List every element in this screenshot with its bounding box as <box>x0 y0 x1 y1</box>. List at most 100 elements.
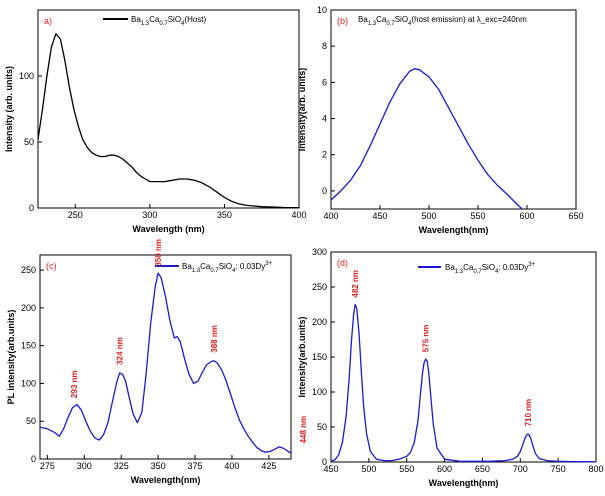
y-tick-label: 250 <box>21 265 36 275</box>
x-tick-label: 550 <box>470 211 485 221</box>
legend-subscript: 1.3 <box>141 21 150 27</box>
x-tick-label: 600 <box>519 211 534 221</box>
legend-text: Ba1.3Ca0.7SiO4(host emission) at λ_exc=2… <box>358 15 527 27</box>
legend-subscript: 0.7 <box>210 268 219 274</box>
legend-subscript: 1.3 <box>455 269 464 275</box>
x-tick-label: 800 <box>588 464 603 474</box>
x-tick-label: 750 <box>551 464 566 474</box>
y-tick-label: 250 <box>312 282 327 292</box>
x-tick-label: 250 <box>68 210 83 220</box>
y-tick-label: 10 <box>317 5 327 15</box>
peak-label: 388 nm <box>210 325 219 353</box>
legend-text-part: SiO <box>395 15 408 24</box>
panel-label: a) <box>44 16 52 26</box>
x-axis-label: Wavelength(nm) <box>429 478 499 488</box>
y-tick-label: 0 <box>322 186 327 196</box>
y-tick-label: 200 <box>312 317 327 327</box>
legend-subscript: 4 <box>408 21 412 27</box>
legend-text-part: Ba <box>445 263 455 272</box>
legend-text-part: (Host) <box>184 15 206 24</box>
x-tick-label: 400 <box>323 211 338 221</box>
y-tick-label: 100 <box>21 378 36 388</box>
x-tick-label: 375 <box>188 461 203 471</box>
x-tick-label: 650 <box>475 464 490 474</box>
y-tick-label: 0 <box>322 457 327 467</box>
x-tick-label: 650 <box>568 211 583 221</box>
legend-text-part: : 0.03Dy <box>235 262 265 271</box>
chart-panel-1: 250 300 350 400 0 50 100 Wavelength (nm) Intensi… <box>4 9 307 234</box>
legend-subscript: 4 <box>495 269 499 275</box>
x-tick-label: 275 <box>40 461 55 471</box>
legend-text-part: : 0.03Dy <box>498 263 528 272</box>
legend-superscript: 3+ <box>265 261 272 267</box>
y-axis-label: PL intensity(arb.units) <box>6 310 16 405</box>
y-tick-label: 4 <box>322 114 327 124</box>
y-axis-label: Intensity(arb.units) <box>297 316 307 397</box>
legend-subscript: 0.7 <box>159 21 168 27</box>
peak-label: 448 nm <box>299 416 308 444</box>
legend-subscript: 0.7 <box>386 21 395 27</box>
x-tick-label: 350 <box>151 461 166 471</box>
y-tick-label: 200 <box>21 303 36 313</box>
legend-superscript: 3+ <box>528 262 535 268</box>
y-tick-label: 50 <box>317 422 327 432</box>
panel-label: (d) <box>337 258 348 268</box>
peak-label: 293 nm <box>70 370 79 398</box>
x-tick-label: 400 <box>224 461 239 471</box>
series-line <box>39 272 292 454</box>
series-line <box>330 68 523 210</box>
legend-text-part: SiO <box>219 262 232 271</box>
peak-label: 324 nm <box>116 337 125 365</box>
peak-label: 575 nm <box>422 325 431 353</box>
legend-text-part: Ca <box>200 262 211 271</box>
legend-text-part: Ca <box>149 15 160 24</box>
legend-text: Ba1.3Ca0.7SiO4: 0.03Dy3+ <box>445 262 536 275</box>
legend-text-part: Ba <box>182 262 192 271</box>
legend-text-part: (host emission) at λ_exc=240nm <box>411 15 527 24</box>
legend-subscript: 4 <box>232 268 236 274</box>
chart-panel-2: 400 450 500 550 600 650 0 2 4 6 8 10 Wavelength(nm) I… <box>297 5 584 235</box>
y-axis-label: Intensity(arb. units) <box>297 68 307 152</box>
x-tick-label: 450 <box>372 211 387 221</box>
y-tick-label: 150 <box>21 341 36 351</box>
x-tick-label: 700 <box>513 464 528 474</box>
plot-frame <box>330 9 577 210</box>
series-line <box>330 303 597 463</box>
legend-subscript: 4 <box>181 21 185 27</box>
y-tick-label: 100 <box>19 71 34 81</box>
legend-text: Ba1.3Ca0.7SiO4: 0.03Dy3+ <box>182 261 273 274</box>
y-tick-label: 6 <box>322 77 327 87</box>
x-tick-label: 500 <box>361 464 376 474</box>
y-tick-label: 0 <box>29 203 34 213</box>
x-axis-label: Wavelength(nm) <box>419 225 489 235</box>
x-tick-label: 300 <box>77 461 92 471</box>
y-tick-label: 8 <box>322 41 327 51</box>
x-axis-label: Wavelength (nm) <box>132 224 204 234</box>
x-tick-label: 400 <box>291 210 306 220</box>
x-tick-label: 600 <box>437 464 452 474</box>
peak-label: 350 nm <box>154 239 163 267</box>
plot-frame <box>37 9 300 209</box>
x-axis-label: Wavelength(nm) <box>131 475 201 485</box>
y-tick-label: 50 <box>24 137 34 147</box>
panel-label: (b) <box>337 16 348 26</box>
x-tick-label: 500 <box>421 211 436 221</box>
y-tick-label: 0 <box>31 454 36 464</box>
x-tick-label: 450 <box>323 464 338 474</box>
peak-label: 710 nm <box>524 399 533 427</box>
x-tick-label: 325 <box>114 461 129 471</box>
legend-text-part: Ca <box>376 15 387 24</box>
y-tick-label: 150 <box>312 352 327 362</box>
series-line <box>37 33 300 209</box>
x-tick-label: 350 <box>217 210 232 220</box>
y-tick-label: 2 <box>322 150 327 160</box>
legend-text: Ba1.3Ca0.7SiO4(Host) <box>131 15 207 27</box>
peak-label: 482 nm <box>351 270 360 298</box>
legend-text-part: Ba <box>131 15 141 24</box>
chart-panel-3: 275 300 325 350 375 400 425 0 50 100 150 200 250 Wave… <box>6 239 308 485</box>
y-axis-label: Intensity (arb. units) <box>4 66 14 152</box>
legend-text-part: SiO <box>168 15 181 24</box>
chart-panel-4: 450 500 550 600 650 700 750 800 0 50 100 150 200 250 3… <box>297 247 604 488</box>
legend-text-part: Ca <box>463 263 474 272</box>
